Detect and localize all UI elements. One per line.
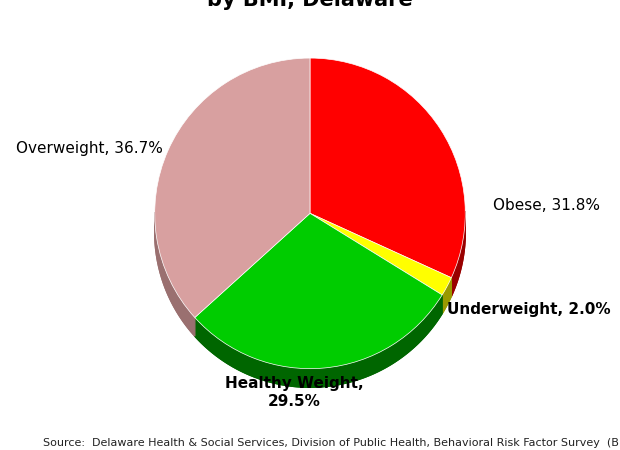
Polygon shape [155, 76, 310, 336]
Wedge shape [195, 213, 442, 369]
Polygon shape [155, 212, 195, 336]
Polygon shape [195, 295, 442, 387]
Text: Healthy Weight,
29.5%: Healthy Weight, 29.5% [225, 376, 364, 409]
Wedge shape [310, 213, 451, 295]
Polygon shape [195, 232, 442, 387]
Polygon shape [451, 212, 465, 297]
Wedge shape [155, 58, 310, 318]
Text: Obese, 31.8%: Obese, 31.8% [494, 198, 600, 213]
Polygon shape [442, 278, 451, 314]
Polygon shape [310, 76, 465, 297]
Wedge shape [310, 58, 465, 278]
Text: Overweight, 36.7%: Overweight, 36.7% [16, 141, 162, 156]
Polygon shape [310, 232, 451, 314]
Text: Underweight, 2.0%: Underweight, 2.0% [446, 302, 610, 317]
Text: Source:  Delaware Health & Social Services, Division of Public Health, Behaviora: Source: Delaware Health & Social Service… [43, 437, 620, 447]
Title: Percent of Adult Population in Each Weight Category
by BMI, Delaware: Percent of Adult Population in Each Weig… [0, 0, 620, 10]
